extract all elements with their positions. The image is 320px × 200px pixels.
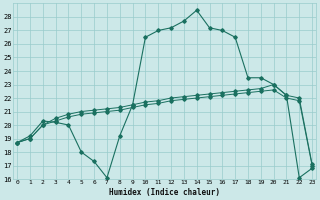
X-axis label: Humidex (Indice chaleur): Humidex (Indice chaleur) [109,188,220,197]
